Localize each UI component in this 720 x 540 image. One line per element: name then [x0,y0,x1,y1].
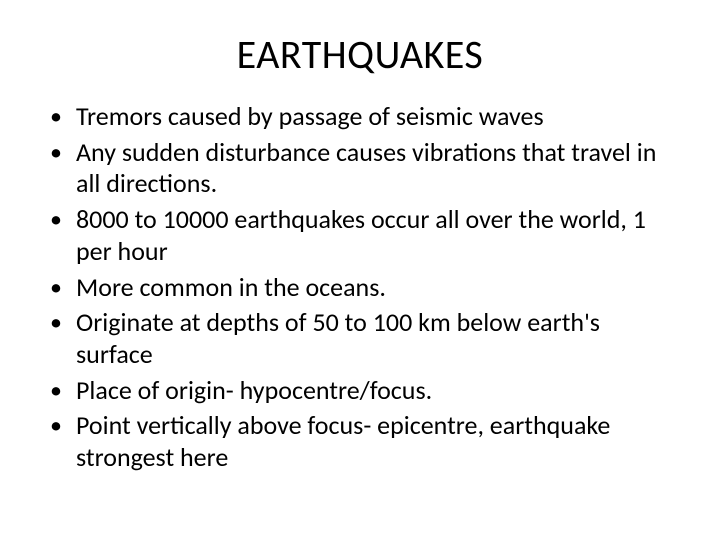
list-item: Originate at depths of 50 to 100 km belo… [42,307,678,370]
list-item: Point vertically above focus- epicentre,… [42,410,678,473]
slide-title: EARTHQUAKES [42,30,678,79]
slide: EARTHQUAKES Tremors caused by passage of… [0,0,720,540]
list-item: Place of origin- hypocentre/focus. [42,375,678,407]
list-item: Any sudden disturbance causes vibrations… [42,137,678,200]
list-item: 8000 to 10000 earthquakes occur all over… [42,204,678,267]
list-item: Tremors caused by passage of seismic wav… [42,101,678,133]
bullet-list: Tremors caused by passage of seismic wav… [42,101,678,474]
list-item: More common in the oceans. [42,272,678,304]
